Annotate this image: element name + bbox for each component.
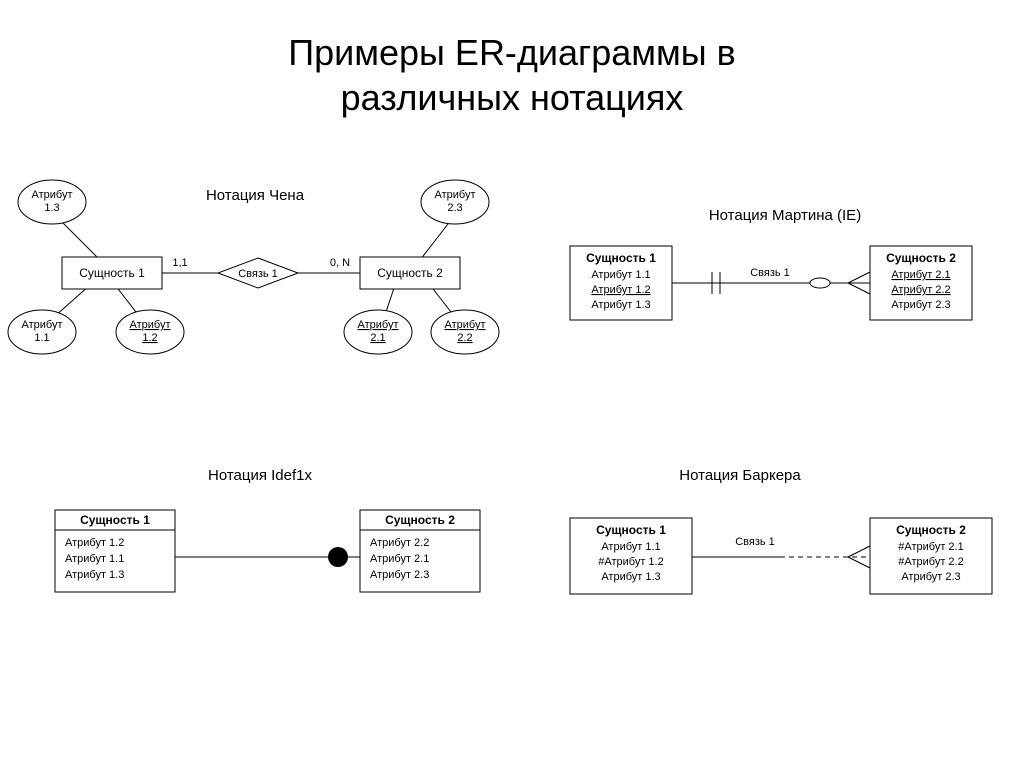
chen-attr-2-2: Атрибут2.2: [431, 310, 499, 354]
svg-text:#Атрибут 1.2: #Атрибут 1.2: [598, 556, 663, 568]
barker-rel-label: Связь 1: [735, 536, 775, 548]
svg-text:Атрибут: Атрибут: [32, 189, 73, 201]
barker-title: Нотация Баркера: [679, 467, 801, 484]
svg-text:Сущность 2: Сущность 2: [896, 523, 966, 537]
svg-text:Атрибут 2.3: Атрибут 2.3: [891, 299, 950, 311]
svg-text:Атрибут 1.3: Атрибут 1.3: [591, 299, 650, 311]
chen-attr-2-3: Атрибут2.3: [421, 180, 489, 224]
svg-text:Атрибут: Атрибут: [130, 319, 171, 331]
svg-text:Атрибут 1.2: Атрибут 1.2: [65, 537, 124, 549]
svg-text:Сущность 1: Сущность 1: [596, 523, 666, 537]
martin-title: Нотация Мартина (IE): [709, 207, 861, 224]
svg-text:#Атрибут 2.1: #Атрибут 2.1: [898, 541, 963, 553]
chen-card-right: 0, N: [330, 257, 350, 269]
svg-text:Атрибут 2.2: Атрибут 2.2: [370, 537, 429, 549]
svg-text:Сущность 2: Сущность 2: [886, 251, 956, 265]
svg-text:Атрибут 1.3: Атрибут 1.3: [601, 571, 660, 583]
svg-text:Атрибут 2.1: Атрибут 2.1: [891, 269, 950, 281]
svg-text:Атрибут 2.3: Атрибут 2.3: [370, 569, 429, 581]
idef1x-title: Нотация Idef1x: [208, 467, 313, 484]
chen-relation-label: Связь 1: [238, 268, 278, 280]
page-title-line1: Примеры ER-диаграммы в: [288, 32, 736, 73]
svg-text:Атрибут 1.1: Атрибут 1.1: [591, 269, 650, 281]
svg-text:Атрибут 1.1: Атрибут 1.1: [65, 553, 124, 565]
chen-attr-1-1: Атрибут1.1: [8, 310, 76, 354]
chen-entity1-label: Сущность 1: [79, 266, 145, 280]
svg-text:1.3: 1.3: [44, 202, 59, 214]
chen-card-left: 1,1: [172, 257, 187, 269]
svg-text:Атрибут: Атрибут: [445, 319, 486, 331]
svg-text:Атрибут: Атрибут: [22, 319, 63, 331]
svg-text:Атрибут 1.1: Атрибут 1.1: [601, 541, 660, 553]
svg-text:1.2: 1.2: [142, 332, 157, 344]
page-title-line2: различных нотациях: [341, 77, 684, 118]
svg-text:Атрибут 2.3: Атрибут 2.3: [901, 571, 960, 583]
martin-notation: Нотация Мартина (IE) Связь 1 Сущность 1 …: [570, 207, 972, 320]
svg-text:Сущность 1: Сущность 1: [586, 251, 656, 265]
chen-attr-1-3: Атрибут1.3: [18, 180, 86, 224]
svg-text:2.1: 2.1: [370, 332, 385, 344]
svg-text:2.3: 2.3: [447, 202, 462, 214]
chen-attr-2-1: Атрибут2.1: [344, 310, 412, 354]
barker-notation: Нотация Баркера Связь 1 Сущность 1 Атриб…: [570, 467, 992, 594]
svg-text:Атрибут 1.2: Атрибут 1.2: [591, 284, 650, 296]
chen-attr-1-2: Атрибут1.2: [116, 310, 184, 354]
idef1x-dot: [328, 547, 348, 567]
svg-text:2.2: 2.2: [457, 332, 472, 344]
svg-text:Атрибут 2.1: Атрибут 2.1: [370, 553, 429, 565]
chen-notation: Нотация Чена 1,1 0, N Сущность 1 Сущност…: [8, 180, 499, 354]
svg-text:Сущность 1: Сущность 1: [80, 513, 150, 527]
svg-text:Атрибут 1.3: Атрибут 1.3: [65, 569, 124, 581]
svg-text:#Атрибут 2.2: #Атрибут 2.2: [898, 556, 963, 568]
svg-text:Атрибут 2.2: Атрибут 2.2: [891, 284, 950, 296]
idef1x-notation: Нотация Idef1x Сущность 1 Атрибут 1.2 Ат…: [55, 467, 480, 592]
svg-text:Сущность 2: Сущность 2: [385, 513, 455, 527]
svg-text:1.1: 1.1: [34, 332, 49, 344]
chen-title: Нотация Чена: [206, 187, 305, 204]
martin-rel-label: Связь 1: [750, 267, 790, 279]
svg-text:Атрибут: Атрибут: [435, 189, 476, 201]
er-notations-diagram: Примеры ER-диаграммы в различных нотация…: [0, 0, 1024, 768]
svg-text:Атрибут: Атрибут: [358, 319, 399, 331]
chen-entity2-label: Сущность 2: [377, 266, 443, 280]
